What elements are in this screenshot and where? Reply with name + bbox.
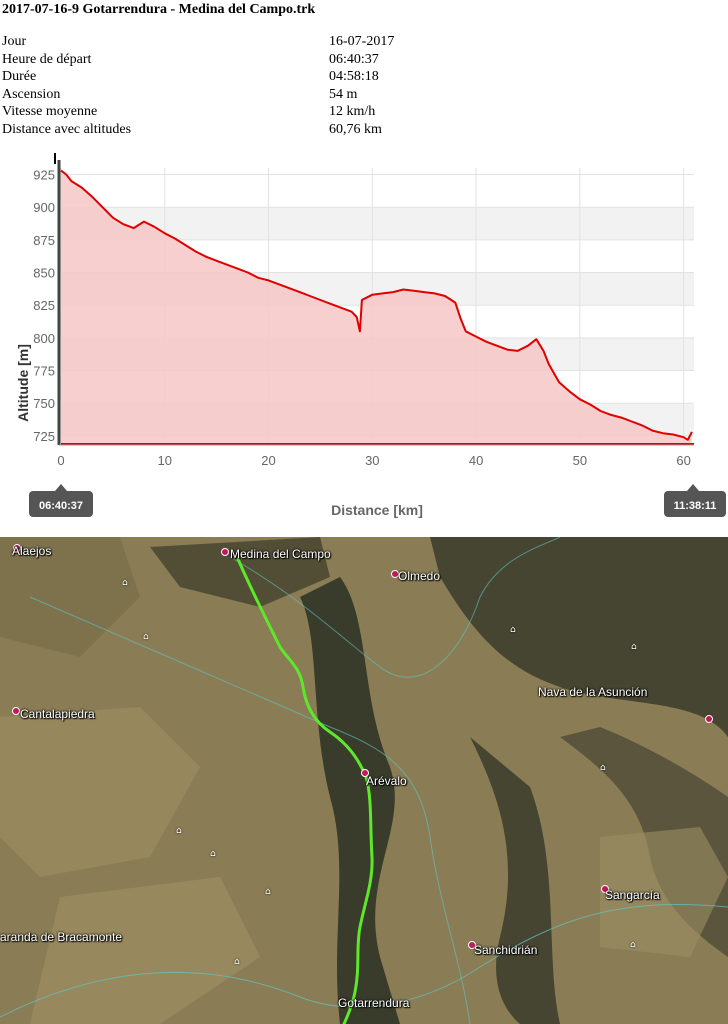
x-tick-label: 0 [57,453,64,468]
poi-icon: ⌂ [143,632,149,642]
info-row-day: Jour 16-07-2017 [2,33,394,51]
info-value: 06:40:37 [329,51,379,67]
end-time-marker[interactable]: 11:38:11 [664,484,726,517]
poi-icon: ⌂ [631,642,637,652]
place-pin [391,570,399,578]
poi-icon: ⌂ [234,957,240,967]
satellite-map-background [0,537,728,1024]
elevation-chart[interactable]: 725 750 775 800 825 850 875 900 925 0 10 20 30 40 50 60… [0,148,728,528]
info-label: Vitesse moyenne [2,104,98,119]
route-track [236,557,374,1024]
info-label: Heure de départ [2,51,92,67]
start-time-label: 06:40:37 [39,500,83,512]
place-label-sanchidrian: Sanchidrián [474,943,538,957]
info-row-start-time: Heure de départ 06:40:37 [2,51,394,69]
place-label-gotarrendura: Gotarrendura [338,996,410,1010]
y-tick-label: 800 [33,331,55,346]
y-tick-label: 750 [33,396,55,411]
y-tick-label: 850 [33,266,55,281]
place-pin [221,548,229,556]
x-tick-label: 10 [158,453,172,468]
place-pin [705,715,713,723]
info-value: 04:58:18 [329,69,379,84]
info-row-avg-speed: Vitesse moyenne 12 km/h [2,103,394,121]
poi-icon: ⌂ [630,940,636,950]
place-label-cantalapiedra: Cantalapiedra [20,707,95,721]
poi-icon: ⌂ [122,578,128,588]
x-tick-label: 20 [261,453,275,468]
info-row-distance: Distance avec altitudes 60,76 km [2,121,394,139]
track-info-table: Jour 16-07-2017 Heure de départ 06:40:37 D… [2,33,394,138]
route-map[interactable]: Alaejos Medina del Campo Olmedo Cantalap… [0,537,728,1024]
poi-icon: ⌂ [210,849,216,859]
y-tick-label: 825 [33,298,55,313]
x-axis-label: Distance [km] [331,502,423,518]
info-row-ascent: Ascension 54 m [2,86,394,104]
info-row-duration: Durée 04:58:18 [2,68,394,86]
y-tick-label: 875 [33,233,55,248]
info-value: 16-07-2017 [329,34,395,49]
info-value: 12 km/h [329,104,376,119]
place-label-medina-del-campo: Medina del Campo [230,547,331,561]
y-tick-label: 775 [33,364,55,379]
elevation-chart-svg[interactable]: 725 750 775 800 825 850 875 900 925 0 10 20 30 40 50 60… [0,148,728,528]
y-tick-label: 900 [33,200,55,215]
place-label-sangarcia: Sangarcía [605,888,660,902]
poi-icon: ⌂ [265,887,271,897]
info-value: 54 m [329,86,358,102]
place-label-arevalo: Arévalo [366,774,407,788]
end-time-label: 11:38:11 [674,500,717,512]
x-tick-label: 50 [573,453,587,468]
place-label-olmedo: Olmedo [398,569,441,583]
place-pin [468,941,476,949]
place-label-nava-de-la-asuncion: Nava de la Asunción [538,685,648,699]
info-label: Ascension [2,86,61,102]
info-value: 60,76 km [329,121,382,137]
chart-axes [54,153,694,446]
place-pin [601,885,609,893]
info-label: Distance avec altitudes [2,121,132,137]
chart-plot [60,169,694,445]
x-tick-label: 60 [676,453,690,468]
place-label-aranda-de-bracamonte: aranda de Bracamonte [0,930,123,944]
place-pin [12,707,20,715]
poi-icon: ⌂ [510,625,516,635]
altitude-area [61,170,692,445]
x-tick-label: 30 [365,453,379,468]
info-label: Jour [2,34,27,49]
info-label: Durée [2,69,37,84]
x-tick-label: 40 [469,453,483,468]
track-title: 2017-07-16-9 Gotarrendura - Medina del C… [2,2,316,17]
y-axis-label: Altitude [m] [15,344,31,422]
altitude-line [60,169,693,441]
y-tick-label: 925 [33,168,55,183]
y-tick-label: 725 [33,429,55,444]
chart-ticks: 725 750 775 800 825 850 875 900 925 0 10 20 30 40 50 60 [33,168,691,468]
place-label-alaejos: Alaejos [12,544,52,558]
poi-icon: ⌂ [176,826,182,836]
place-pin [13,544,21,552]
start-time-marker[interactable]: 06:40:37 [29,484,93,517]
place-pin [361,769,369,777]
poi-icon: ⌂ [600,763,606,773]
